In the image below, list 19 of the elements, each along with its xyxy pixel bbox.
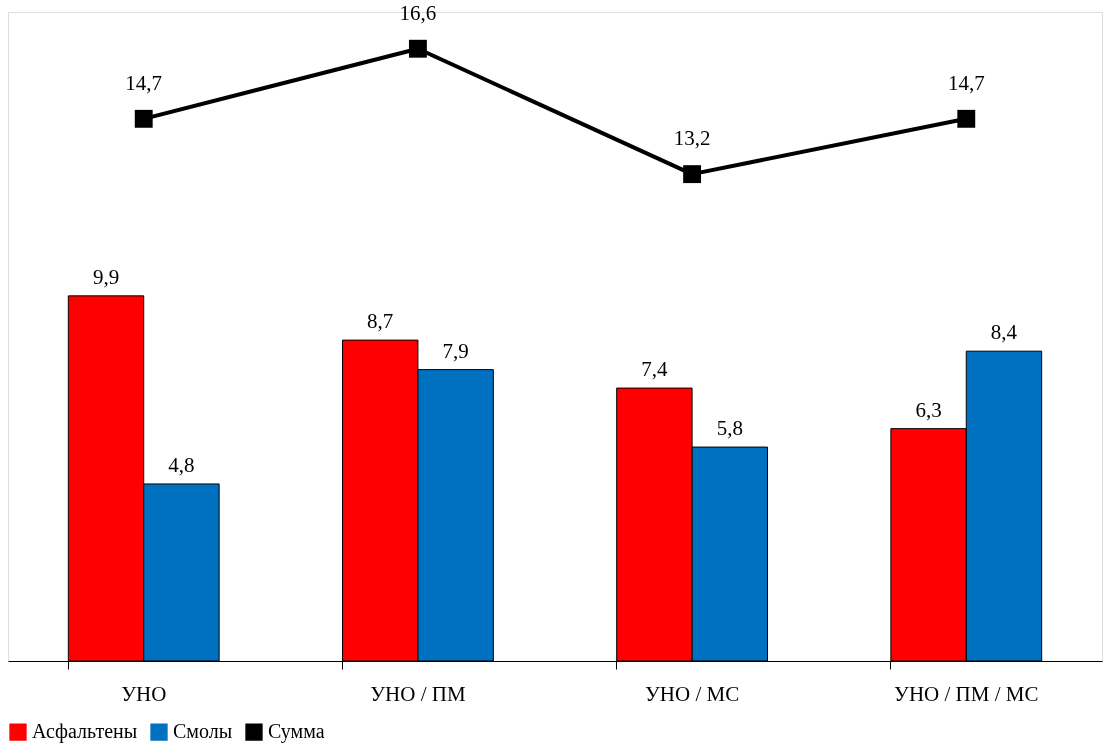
data-label: 4,8 — [168, 452, 195, 477]
data-label: 7,4 — [641, 357, 669, 382]
x-tick-label: УНО / ПМ — [370, 681, 466, 706]
data-label: 6,3 — [915, 397, 942, 422]
data-label: 7,9 — [442, 338, 469, 363]
x-tick-label: УНО / ПМ / МС — [894, 681, 1039, 706]
legend-label: Смолы — [173, 720, 233, 743]
data-label: 14,7 — [947, 70, 985, 95]
x-tick-label: УНО — [121, 681, 167, 706]
x-tick-label: УНО / МС — [644, 681, 740, 706]
data-label: 8,4 — [990, 320, 1018, 345]
data-label: 8,7 — [367, 309, 394, 334]
legend-label: Асфальтены — [32, 720, 138, 744]
data-label: 9,9 — [92, 264, 120, 289]
legend-label: Сумма — [268, 720, 325, 744]
data-label: 16,6 — [399, 0, 437, 25]
data-label: 13,2 — [673, 126, 711, 151]
data-label: 5,8 — [716, 416, 743, 441]
data-label: 14,7 — [125, 70, 163, 95]
